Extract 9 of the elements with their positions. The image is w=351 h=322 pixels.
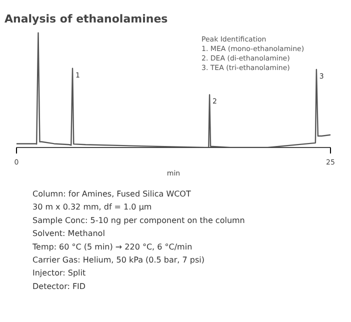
text: Sample Conc: 5-10 ng per component on the column — [32, 216, 245, 225]
text: Injector: Split — [32, 268, 86, 278]
text: Solvent: Methanol — [32, 229, 105, 238]
text: Column: for Amines, Fused Silica WCOT — [32, 190, 191, 198]
text: Temp: 60 °C (5 min) → 220 °C, 6 °C/min — [32, 242, 192, 252]
text: 30 m x 0.32 mm, df = 1.0 µm — [32, 202, 152, 212]
text: Carrier Gas: Helium, 50 kPa (0.5 bar, 7 psi) — [32, 256, 204, 264]
chart-title: Analysis of ethanolamines — [4, 12, 168, 26]
text: Detector: FID — [32, 282, 86, 291]
